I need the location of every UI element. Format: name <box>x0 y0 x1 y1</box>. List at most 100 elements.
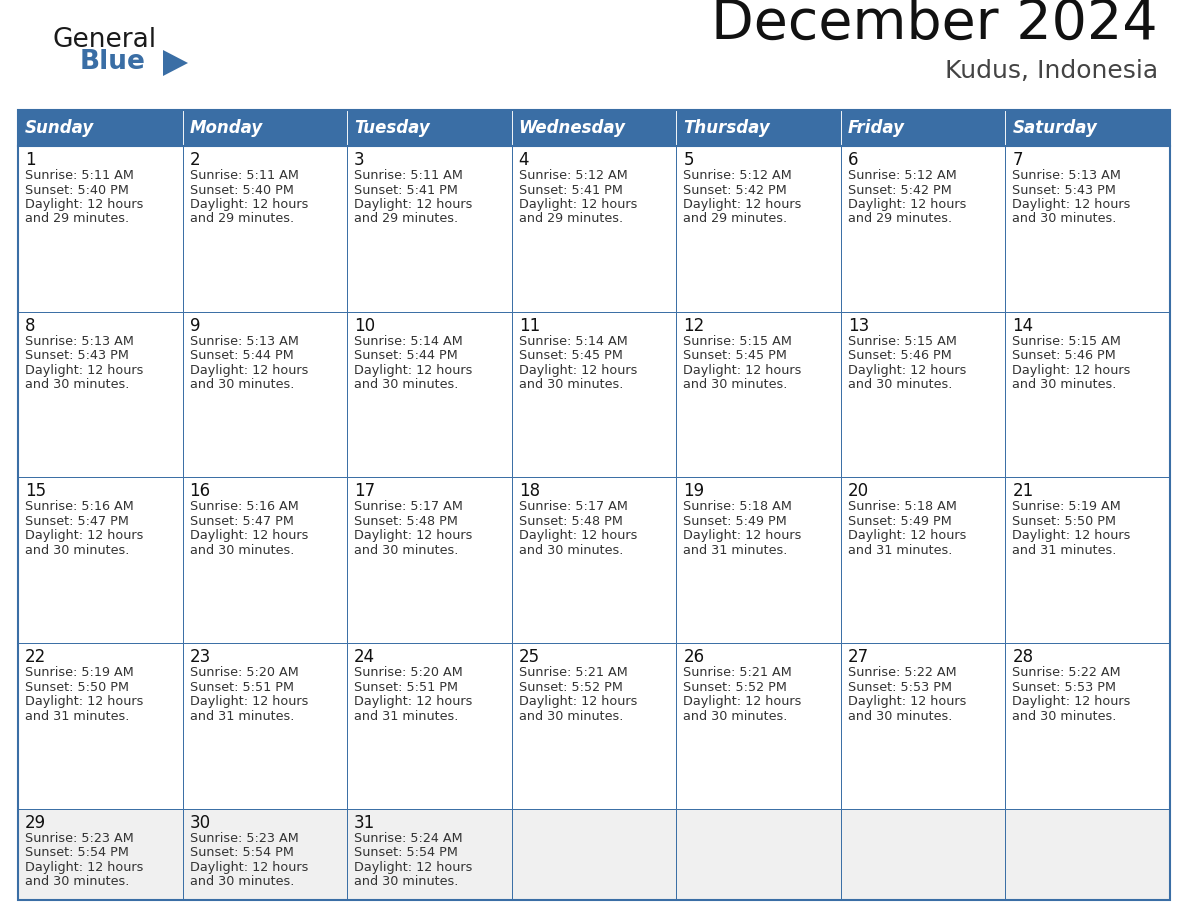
Text: 27: 27 <box>848 648 868 666</box>
Bar <box>841 644 1005 809</box>
Text: and 30 minutes.: and 30 minutes. <box>354 876 459 889</box>
Text: 7: 7 <box>1012 151 1023 169</box>
Text: Sunset: 5:52 PM: Sunset: 5:52 PM <box>683 680 788 694</box>
Text: Daylight: 12 hours: Daylight: 12 hours <box>190 861 308 874</box>
Text: 9: 9 <box>190 317 200 335</box>
Text: Daylight: 12 hours: Daylight: 12 hours <box>25 198 144 211</box>
Bar <box>676 477 841 644</box>
Text: Sunset: 5:47 PM: Sunset: 5:47 PM <box>190 515 293 528</box>
Text: Monday: Monday <box>190 119 263 137</box>
Text: Sunset: 5:43 PM: Sunset: 5:43 PM <box>1012 184 1117 196</box>
Text: 10: 10 <box>354 317 375 335</box>
Text: Daylight: 12 hours: Daylight: 12 hours <box>683 364 802 376</box>
Text: Daylight: 12 hours: Daylight: 12 hours <box>190 198 308 211</box>
Text: and 29 minutes.: and 29 minutes. <box>190 212 293 226</box>
Text: and 31 minutes.: and 31 minutes. <box>25 710 129 722</box>
Text: Sunrise: 5:21 AM: Sunrise: 5:21 AM <box>519 666 627 679</box>
Text: Kudus, Indonesia: Kudus, Indonesia <box>944 59 1158 83</box>
Text: Daylight: 12 hours: Daylight: 12 hours <box>354 861 473 874</box>
Text: Sunset: 5:53 PM: Sunset: 5:53 PM <box>848 680 952 694</box>
Text: Sunrise: 5:19 AM: Sunrise: 5:19 AM <box>25 666 134 679</box>
Text: Daylight: 12 hours: Daylight: 12 hours <box>190 364 308 376</box>
Text: Sunrise: 5:20 AM: Sunrise: 5:20 AM <box>190 666 298 679</box>
Bar <box>676 110 841 146</box>
Text: Daylight: 12 hours: Daylight: 12 hours <box>848 695 966 708</box>
Bar <box>841 312 1005 477</box>
Text: 3: 3 <box>354 151 365 169</box>
Text: Sunrise: 5:12 AM: Sunrise: 5:12 AM <box>683 169 792 182</box>
Text: 22: 22 <box>25 648 46 666</box>
Bar <box>512 477 676 644</box>
Text: and 31 minutes.: and 31 minutes. <box>683 544 788 557</box>
Text: 30: 30 <box>190 814 210 832</box>
Bar <box>183 110 347 146</box>
Text: Sunset: 5:47 PM: Sunset: 5:47 PM <box>25 515 128 528</box>
Text: Daylight: 12 hours: Daylight: 12 hours <box>519 530 637 543</box>
Text: and 30 minutes.: and 30 minutes. <box>354 378 459 391</box>
Text: Sunrise: 5:19 AM: Sunrise: 5:19 AM <box>1012 500 1121 513</box>
Text: Daylight: 12 hours: Daylight: 12 hours <box>25 530 144 543</box>
Text: Daylight: 12 hours: Daylight: 12 hours <box>25 861 144 874</box>
Text: and 30 minutes.: and 30 minutes. <box>25 544 129 557</box>
Text: Daylight: 12 hours: Daylight: 12 hours <box>683 695 802 708</box>
Bar <box>183 312 347 477</box>
Text: Sunrise: 5:23 AM: Sunrise: 5:23 AM <box>190 832 298 845</box>
Text: and 31 minutes.: and 31 minutes. <box>190 710 293 722</box>
Bar <box>18 312 183 477</box>
Bar <box>841 809 1005 900</box>
Text: Sunset: 5:51 PM: Sunset: 5:51 PM <box>190 680 293 694</box>
Text: Sunset: 5:45 PM: Sunset: 5:45 PM <box>683 349 788 363</box>
Text: 20: 20 <box>848 483 868 500</box>
Text: and 29 minutes.: and 29 minutes. <box>25 212 129 226</box>
Bar <box>1005 312 1170 477</box>
Text: Sunset: 5:54 PM: Sunset: 5:54 PM <box>354 846 459 859</box>
Bar <box>183 477 347 644</box>
Bar <box>512 110 676 146</box>
Text: Sunrise: 5:22 AM: Sunrise: 5:22 AM <box>1012 666 1121 679</box>
Bar <box>1005 809 1170 900</box>
Text: Sunset: 5:53 PM: Sunset: 5:53 PM <box>1012 680 1117 694</box>
Text: Tuesday: Tuesday <box>354 119 430 137</box>
Text: Sunrise: 5:15 AM: Sunrise: 5:15 AM <box>683 335 792 348</box>
Text: and 30 minutes.: and 30 minutes. <box>519 378 623 391</box>
Text: Daylight: 12 hours: Daylight: 12 hours <box>25 695 144 708</box>
Bar <box>347 644 512 809</box>
Text: Thursday: Thursday <box>683 119 770 137</box>
Text: and 30 minutes.: and 30 minutes. <box>683 378 788 391</box>
Bar <box>1005 146 1170 312</box>
Text: Sunset: 5:44 PM: Sunset: 5:44 PM <box>190 349 293 363</box>
Bar <box>18 110 183 146</box>
Bar <box>512 809 676 900</box>
Text: Sunrise: 5:23 AM: Sunrise: 5:23 AM <box>25 832 134 845</box>
Text: Sunrise: 5:11 AM: Sunrise: 5:11 AM <box>25 169 134 182</box>
Text: and 30 minutes.: and 30 minutes. <box>25 378 129 391</box>
Text: Sunset: 5:51 PM: Sunset: 5:51 PM <box>354 680 459 694</box>
Text: 21: 21 <box>1012 483 1034 500</box>
Text: December 2024: December 2024 <box>712 0 1158 51</box>
Bar <box>512 146 676 312</box>
Text: 28: 28 <box>1012 648 1034 666</box>
Text: Sunrise: 5:14 AM: Sunrise: 5:14 AM <box>519 335 627 348</box>
Text: Daylight: 12 hours: Daylight: 12 hours <box>519 695 637 708</box>
Text: Daylight: 12 hours: Daylight: 12 hours <box>683 530 802 543</box>
Text: and 29 minutes.: and 29 minutes. <box>519 212 623 226</box>
Text: General: General <box>52 27 156 53</box>
Text: Saturday: Saturday <box>1012 119 1098 137</box>
Text: Daylight: 12 hours: Daylight: 12 hours <box>848 364 966 376</box>
Text: 11: 11 <box>519 317 541 335</box>
Text: and 30 minutes.: and 30 minutes. <box>848 710 953 722</box>
Text: Daylight: 12 hours: Daylight: 12 hours <box>848 198 966 211</box>
Text: 17: 17 <box>354 483 375 500</box>
Text: and 30 minutes.: and 30 minutes. <box>519 544 623 557</box>
Text: Sunset: 5:49 PM: Sunset: 5:49 PM <box>683 515 786 528</box>
Text: 23: 23 <box>190 648 210 666</box>
Text: 1: 1 <box>25 151 36 169</box>
Text: Sunset: 5:50 PM: Sunset: 5:50 PM <box>1012 515 1117 528</box>
Text: Daylight: 12 hours: Daylight: 12 hours <box>519 364 637 376</box>
Bar <box>183 644 347 809</box>
Text: and 30 minutes.: and 30 minutes. <box>848 378 953 391</box>
Text: Blue: Blue <box>80 49 146 75</box>
Text: and 29 minutes.: and 29 minutes. <box>683 212 788 226</box>
Text: Sunset: 5:42 PM: Sunset: 5:42 PM <box>848 184 952 196</box>
Text: Sunset: 5:41 PM: Sunset: 5:41 PM <box>519 184 623 196</box>
